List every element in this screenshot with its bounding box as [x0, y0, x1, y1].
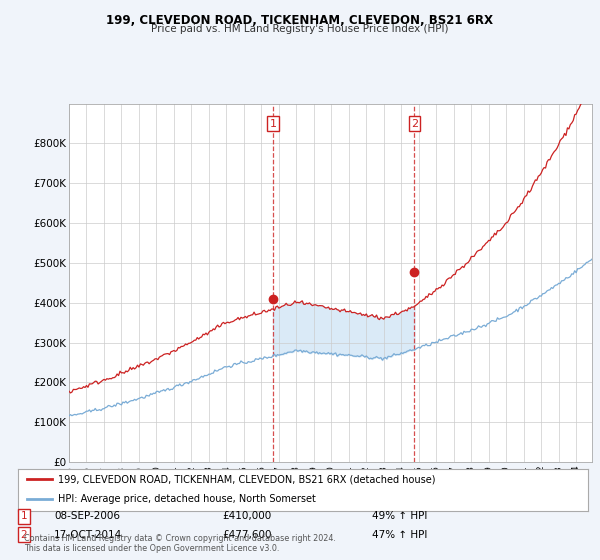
Text: 1: 1: [20, 511, 28, 521]
Text: £477,600: £477,600: [222, 530, 271, 540]
Text: 199, CLEVEDON ROAD, TICKENHAM, CLEVEDON, BS21 6RX: 199, CLEVEDON ROAD, TICKENHAM, CLEVEDON,…: [107, 14, 493, 27]
Text: Price paid vs. HM Land Registry's House Price Index (HPI): Price paid vs. HM Land Registry's House …: [151, 24, 449, 34]
Text: 08-SEP-2006: 08-SEP-2006: [54, 511, 120, 521]
Text: 49% ↑ HPI: 49% ↑ HPI: [372, 511, 427, 521]
Text: 2: 2: [411, 119, 418, 128]
Text: 1: 1: [269, 119, 277, 128]
Text: 47% ↑ HPI: 47% ↑ HPI: [372, 530, 427, 540]
Text: 2: 2: [20, 530, 28, 540]
Text: 199, CLEVEDON ROAD, TICKENHAM, CLEVEDON, BS21 6RX (detached house): 199, CLEVEDON ROAD, TICKENHAM, CLEVEDON,…: [58, 474, 436, 484]
Text: HPI: Average price, detached house, North Somerset: HPI: Average price, detached house, Nort…: [58, 494, 316, 504]
Text: £410,000: £410,000: [222, 511, 271, 521]
Text: 17-OCT-2014: 17-OCT-2014: [54, 530, 122, 540]
Text: Contains HM Land Registry data © Crown copyright and database right 2024.
This d: Contains HM Land Registry data © Crown c…: [24, 534, 336, 553]
